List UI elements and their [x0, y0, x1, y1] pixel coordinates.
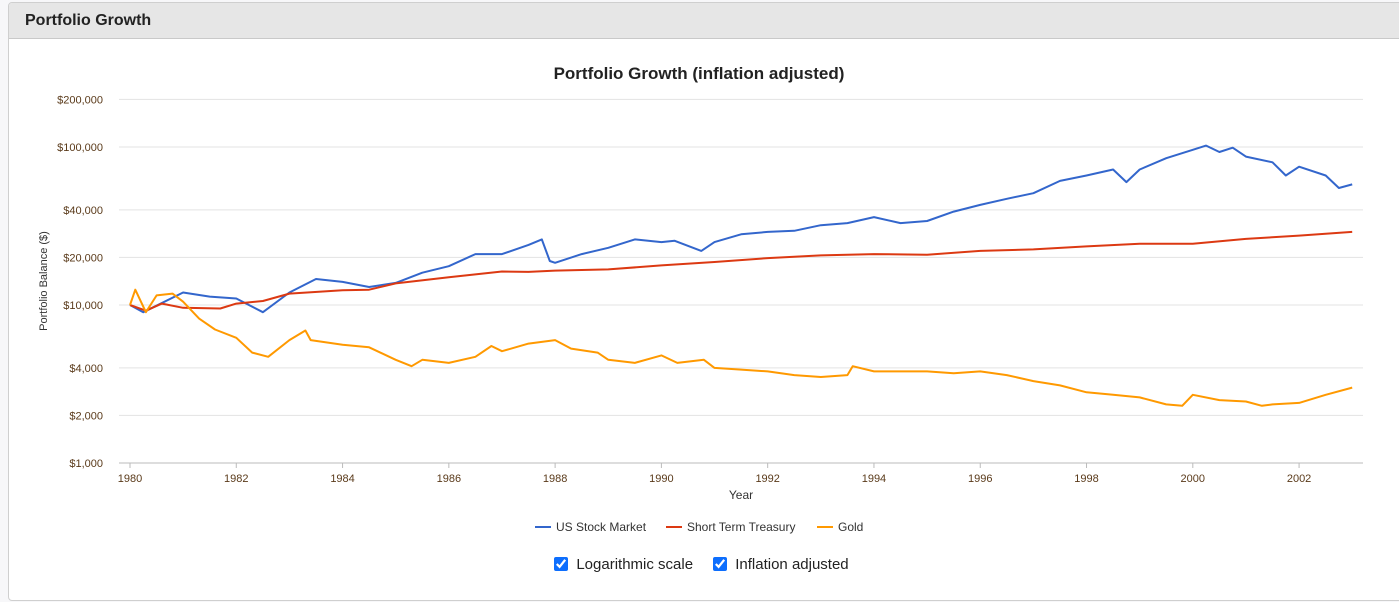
- series-line-us-stock-market: [129, 144, 1353, 314]
- legend-label: Gold: [838, 520, 863, 534]
- inflation-adjusted-checkbox[interactable]: [713, 557, 728, 571]
- y-axis-label: Portfolio Balance ($): [38, 231, 50, 331]
- y-tick-label: $200,000: [57, 94, 103, 106]
- inflation-option[interactable]: Inflation adjusted: [709, 556, 849, 573]
- x-tick-label: 1990: [649, 473, 673, 485]
- panel-title: Portfolio Growth: [9, 3, 1399, 39]
- x-tick-label: 1988: [543, 473, 567, 485]
- legend-label: US Stock Market: [556, 520, 647, 534]
- inflation-adjusted-label: Inflation adjusted: [735, 556, 849, 573]
- legend-label: Short Term Treasury: [687, 520, 795, 534]
- log-scale-label: Logarithmic scale: [576, 556, 694, 573]
- y-tick-label: $4,000: [69, 363, 103, 375]
- chart-options: Logarithmic scale Inflation adjusted: [0, 554, 1399, 574]
- portfolio-growth-panel: Portfolio Growth: [8, 2, 1399, 601]
- x-tick-label: 2002: [1287, 473, 1311, 485]
- x-tick-label: 1986: [437, 473, 461, 485]
- log-scale-checkbox[interactable]: [554, 557, 569, 571]
- chart-title: Portfolio Growth (inflation adjusted): [554, 64, 845, 83]
- y-tick-label: $2,000: [69, 410, 103, 422]
- series-line-short-term-treasury: [129, 230, 1353, 312]
- y-tick-label: $10,000: [63, 300, 103, 312]
- y-tick-label: $1,000: [69, 458, 103, 470]
- x-tick-label: 1998: [1074, 473, 1098, 485]
- y-tick-label: $40,000: [63, 205, 103, 217]
- x-tick-label: 1982: [224, 473, 248, 485]
- x-tick-label: 1996: [968, 473, 992, 485]
- x-tick-label: 1984: [330, 473, 354, 485]
- x-tick-label: 1994: [862, 473, 886, 485]
- log-scale-option[interactable]: Logarithmic scale: [550, 556, 693, 573]
- x-tick-label: 1992: [755, 473, 779, 485]
- x-tick-label: 2000: [1181, 473, 1205, 485]
- y-tick-label: $100,000: [57, 142, 103, 154]
- x-tick-label: 1980: [118, 473, 142, 485]
- x-axis-label: Year: [729, 488, 753, 502]
- y-tick-label: $20,000: [63, 252, 103, 264]
- series-line-gold: [129, 288, 1353, 407]
